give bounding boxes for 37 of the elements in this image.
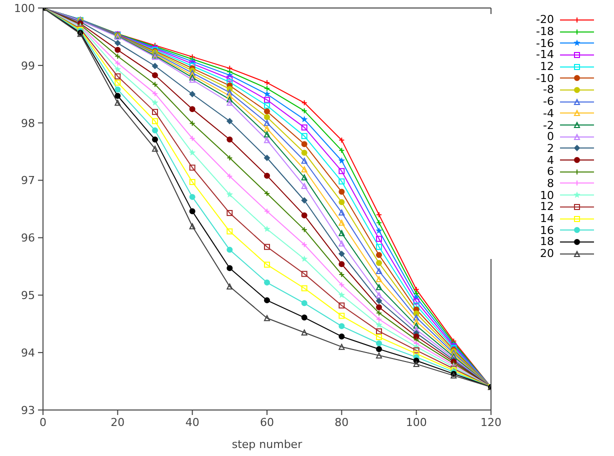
legend-label: -6: [543, 95, 554, 108]
legend-label: 10: [540, 188, 554, 202]
x-tick-label: 120: [480, 416, 502, 429]
y-tick-label: 96: [21, 232, 35, 245]
legend-label: 0: [547, 130, 554, 144]
legend-label: -8: [543, 83, 554, 96]
legend-label: 2: [547, 142, 554, 155]
legend-label: 20: [540, 247, 554, 260]
y-tick-label: 95: [21, 289, 35, 302]
y-tick-label: 99: [21, 59, 35, 72]
legend-label: 12: [540, 200, 554, 214]
legend-label: -4: [543, 106, 554, 120]
y-tick-label: 100: [14, 2, 35, 15]
x-tick-label: 100: [406, 416, 427, 429]
y-tick-label: 97: [21, 174, 35, 188]
legend-label: -10: [536, 72, 554, 85]
x-tick-label: 0: [40, 416, 46, 429]
x-tick-label: 40: [185, 416, 200, 429]
legend-label: -20: [536, 13, 554, 26]
x-tick-label: 60: [260, 416, 274, 429]
legend-label: -2: [543, 118, 554, 132]
legend-label: 14: [540, 212, 554, 226]
y-tick-label: 94: [21, 346, 35, 360]
x-axis-title: step number: [232, 438, 303, 451]
legend-label: -16: [536, 36, 554, 50]
y-tick-label: 93: [21, 404, 35, 417]
legend-label: 18: [540, 235, 554, 248]
legend-label: 16: [540, 224, 554, 237]
legend-label: 8: [547, 176, 554, 190]
legend-label: -14: [536, 48, 554, 62]
legend-label: 4: [547, 154, 554, 167]
x-tick-label: 20: [110, 416, 125, 429]
x-tick-label: 80: [334, 416, 349, 429]
y-tick-label: 98: [21, 116, 35, 130]
legend-label: -18: [536, 25, 554, 38]
legend-label: 12: [540, 60, 554, 74]
legend-label: 6: [547, 165, 554, 178]
